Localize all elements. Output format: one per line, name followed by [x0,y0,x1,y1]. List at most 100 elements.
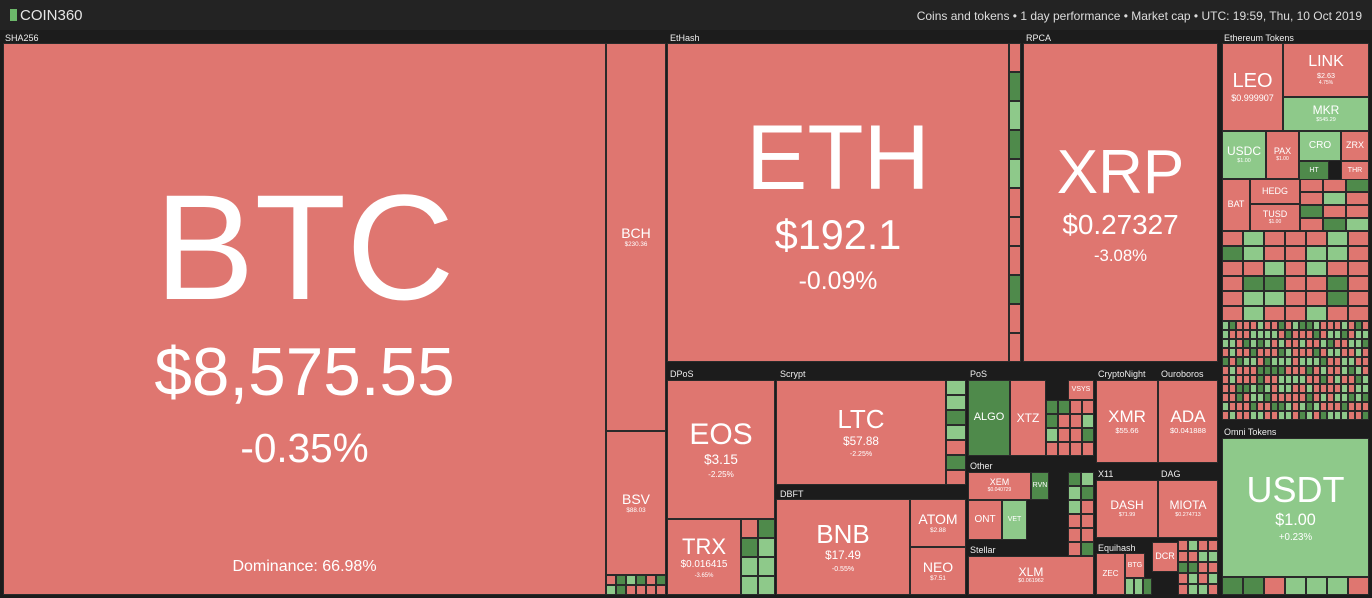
mini-tile[interactable] [1243,261,1264,276]
logo[interactable]: COIN360 [10,7,83,24]
coin-tile[interactable]: ATOM $2.88 [910,499,966,547]
mini-tile[interactable] [1236,393,1243,402]
mini-tile[interactable] [1320,366,1327,375]
mini-tile[interactable] [1257,321,1264,330]
mini-tile[interactable] [1285,246,1306,261]
mini-tile[interactable] [1250,330,1257,339]
mini-tile[interactable] [1068,528,1081,542]
mini-tile[interactable] [1178,562,1188,573]
mini-tile[interactable] [1222,411,1229,420]
mini-tile[interactable] [1292,357,1299,366]
mini-tile[interactable] [1243,402,1250,411]
mini-tile[interactable] [1313,330,1320,339]
mini-tile[interactable] [1236,348,1243,357]
mini-tile[interactable] [1362,393,1369,402]
mini-tile[interactable] [1081,542,1094,556]
mini-tile[interactable] [1348,306,1369,321]
mini-tile[interactable] [1362,375,1369,384]
mini-tile[interactable] [758,576,775,595]
mini-tile[interactable] [1198,540,1208,551]
mini-tile[interactable] [1355,339,1362,348]
mini-tile[interactable] [1341,348,1348,357]
coin-tile[interactable]: TUSD $1.00 [1250,204,1300,231]
mini-tile[interactable] [1250,357,1257,366]
mini-tile[interactable] [1320,348,1327,357]
mini-tile[interactable] [1355,366,1362,375]
mini-tile[interactable] [1327,231,1348,246]
mini-tile[interactable] [1229,357,1236,366]
mini-tile[interactable] [1236,357,1243,366]
mini-tile[interactable] [1229,339,1236,348]
mini-tile[interactable] [946,380,966,395]
mini-tile[interactable] [1346,205,1369,218]
mini-tile[interactable] [1306,357,1313,366]
mini-tile[interactable] [1299,402,1306,411]
mini-tile[interactable] [1081,514,1094,528]
mini-tile[interactable] [1250,384,1257,393]
mini-tile[interactable] [1334,411,1341,420]
mini-tile[interactable] [1082,442,1094,456]
mini-tile[interactable] [1299,357,1306,366]
mini-tile[interactable] [1208,540,1218,551]
mini-tile[interactable] [1134,578,1143,595]
mini-tile[interactable] [1327,291,1348,306]
mini-tile[interactable] [1334,366,1341,375]
mini-tile[interactable] [1068,500,1081,514]
mini-tile[interactable] [1292,402,1299,411]
mini-tile[interactable] [1292,393,1299,402]
mini-tile[interactable] [1058,428,1070,442]
coin-tile[interactable]: USDC $1.00 [1222,131,1266,179]
coin-tile[interactable]: ALGO [968,380,1010,456]
mini-tile[interactable] [1198,573,1208,584]
mini-tile[interactable] [1313,339,1320,348]
mini-tile[interactable] [1125,578,1134,595]
mini-tile[interactable] [1327,306,1348,321]
mini-tile[interactable] [1320,375,1327,384]
mini-tile[interactable] [1278,393,1285,402]
coin-tile[interactable]: VSYS [1068,380,1094,400]
mini-tile[interactable] [1222,577,1243,595]
mini-tile[interactable] [1292,384,1299,393]
coin-tile[interactable]: RVN [1031,472,1049,500]
mini-tile[interactable] [1264,231,1285,246]
coin-tile[interactable]: BAT [1222,179,1250,231]
mini-tile[interactable] [1348,330,1355,339]
mini-tile[interactable] [1243,411,1250,420]
mini-tile[interactable] [1058,414,1070,428]
mini-tile[interactable] [1178,573,1188,584]
mini-tile[interactable] [1285,261,1306,276]
mini-tile[interactable] [1341,375,1348,384]
mini-tile[interactable] [1292,321,1299,330]
mini-tile[interactable] [1264,339,1271,348]
mini-tile[interactable] [1285,402,1292,411]
mini-tile[interactable] [646,575,656,585]
mini-tile[interactable] [1058,400,1070,414]
mini-tile[interactable] [1327,276,1348,291]
mini-tile[interactable] [946,425,966,440]
mini-tile[interactable] [1236,339,1243,348]
mini-tile[interactable] [1222,375,1229,384]
mini-tile[interactable] [1243,321,1250,330]
mini-tile[interactable] [1243,306,1264,321]
mini-tile[interactable] [1271,411,1278,420]
mini-tile[interactable] [1068,542,1081,556]
coin-tile[interactable]: BNB $17.49 -0.55% [776,499,910,595]
mini-tile[interactable] [1009,101,1021,130]
mini-tile[interactable] [1236,330,1243,339]
mini-tile[interactable] [1271,348,1278,357]
mini-tile[interactable] [1299,348,1306,357]
mini-tile[interactable] [1327,261,1348,276]
mini-tile[interactable] [1278,321,1285,330]
mini-tile[interactable] [1250,339,1257,348]
mini-tile[interactable] [1334,393,1341,402]
mini-tile[interactable] [1285,375,1292,384]
mini-tile[interactable] [1009,72,1021,101]
mini-tile[interactable] [1222,330,1229,339]
mini-tile[interactable] [1348,246,1369,261]
mini-tile[interactable] [1327,411,1334,420]
mini-tile[interactable] [1046,428,1058,442]
mini-tile[interactable] [1348,261,1369,276]
mini-tile[interactable] [1222,402,1229,411]
mini-tile[interactable] [741,557,758,576]
mini-tile[interactable] [758,538,775,557]
